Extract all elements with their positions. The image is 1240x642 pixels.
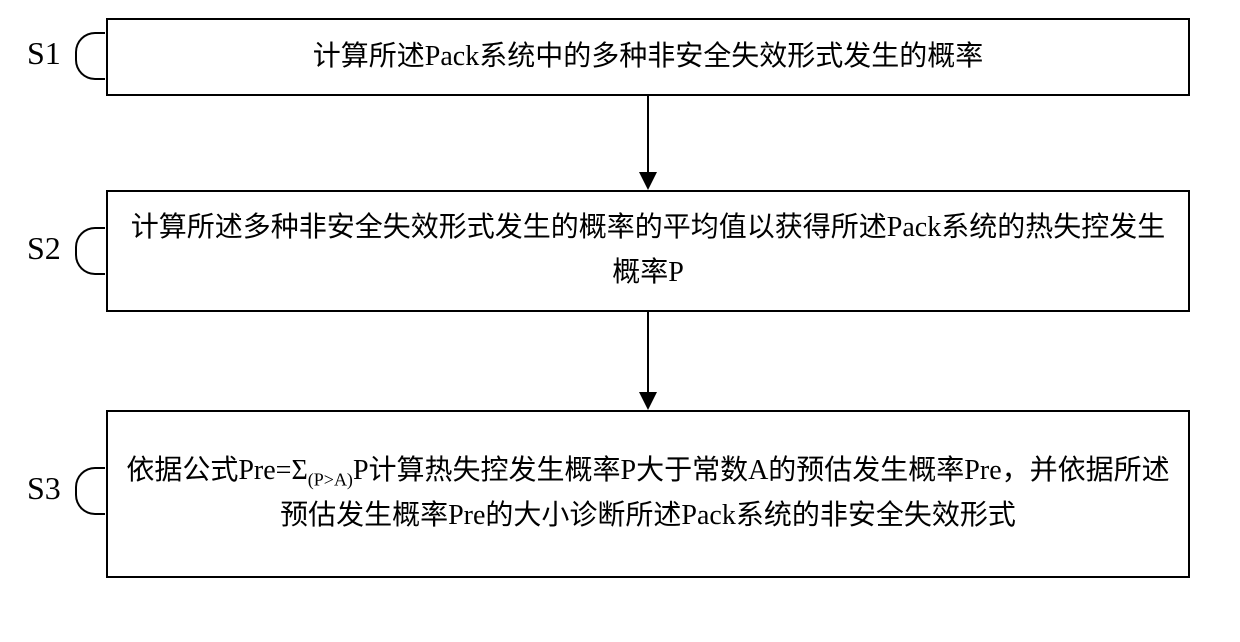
step-s2-text: 计算所述多种非安全失效形式发生的概率的平均值以获得所述Pack系统的热失控发生概… [124, 206, 1172, 296]
step-s2-box: 计算所述多种非安全失效形式发生的概率的平均值以获得所述Pack系统的热失控发生概… [106, 190, 1190, 312]
step-s3-box: 依据公式Pre=Σ(P>A)P计算热失控发生概率P大于常数A的预估发生概率Pre… [106, 410, 1190, 578]
arrow-s1-s2-head [639, 172, 657, 190]
step-s2-connector [75, 227, 105, 275]
step-s1-label: S1 [27, 35, 61, 72]
step-s1-connector [75, 32, 105, 80]
step-s3-label: S3 [27, 470, 61, 507]
arrow-s2-s3-line [647, 312, 649, 392]
step-s3-text-subscript: (P>A) [308, 470, 353, 490]
step-s3-text-part2: P计算热失控发生概率P大于常数A的预估发生概率Pre，并依据所述预估发生概率Pr… [280, 455, 1170, 531]
step-s3-connector [75, 467, 105, 515]
arrow-s1-s2-line [647, 96, 649, 172]
step-s1-text: 计算所述Pack系统中的多种非安全失效形式发生的概率 [313, 35, 983, 80]
step-s3-text: 依据公式Pre=Σ(P>A)P计算热失控发生概率P大于常数A的预估发生概率Pre… [124, 449, 1172, 539]
step-s3-text-part0: 依据公式Pre=Σ [126, 455, 307, 486]
flowchart-canvas: S1 计算所述Pack系统中的多种非安全失效形式发生的概率 S2 计算所述多种非… [0, 0, 1240, 642]
step-s2-label: S2 [27, 230, 61, 267]
arrow-s2-s3-head [639, 392, 657, 410]
step-s1-box: 计算所述Pack系统中的多种非安全失效形式发生的概率 [106, 18, 1190, 96]
